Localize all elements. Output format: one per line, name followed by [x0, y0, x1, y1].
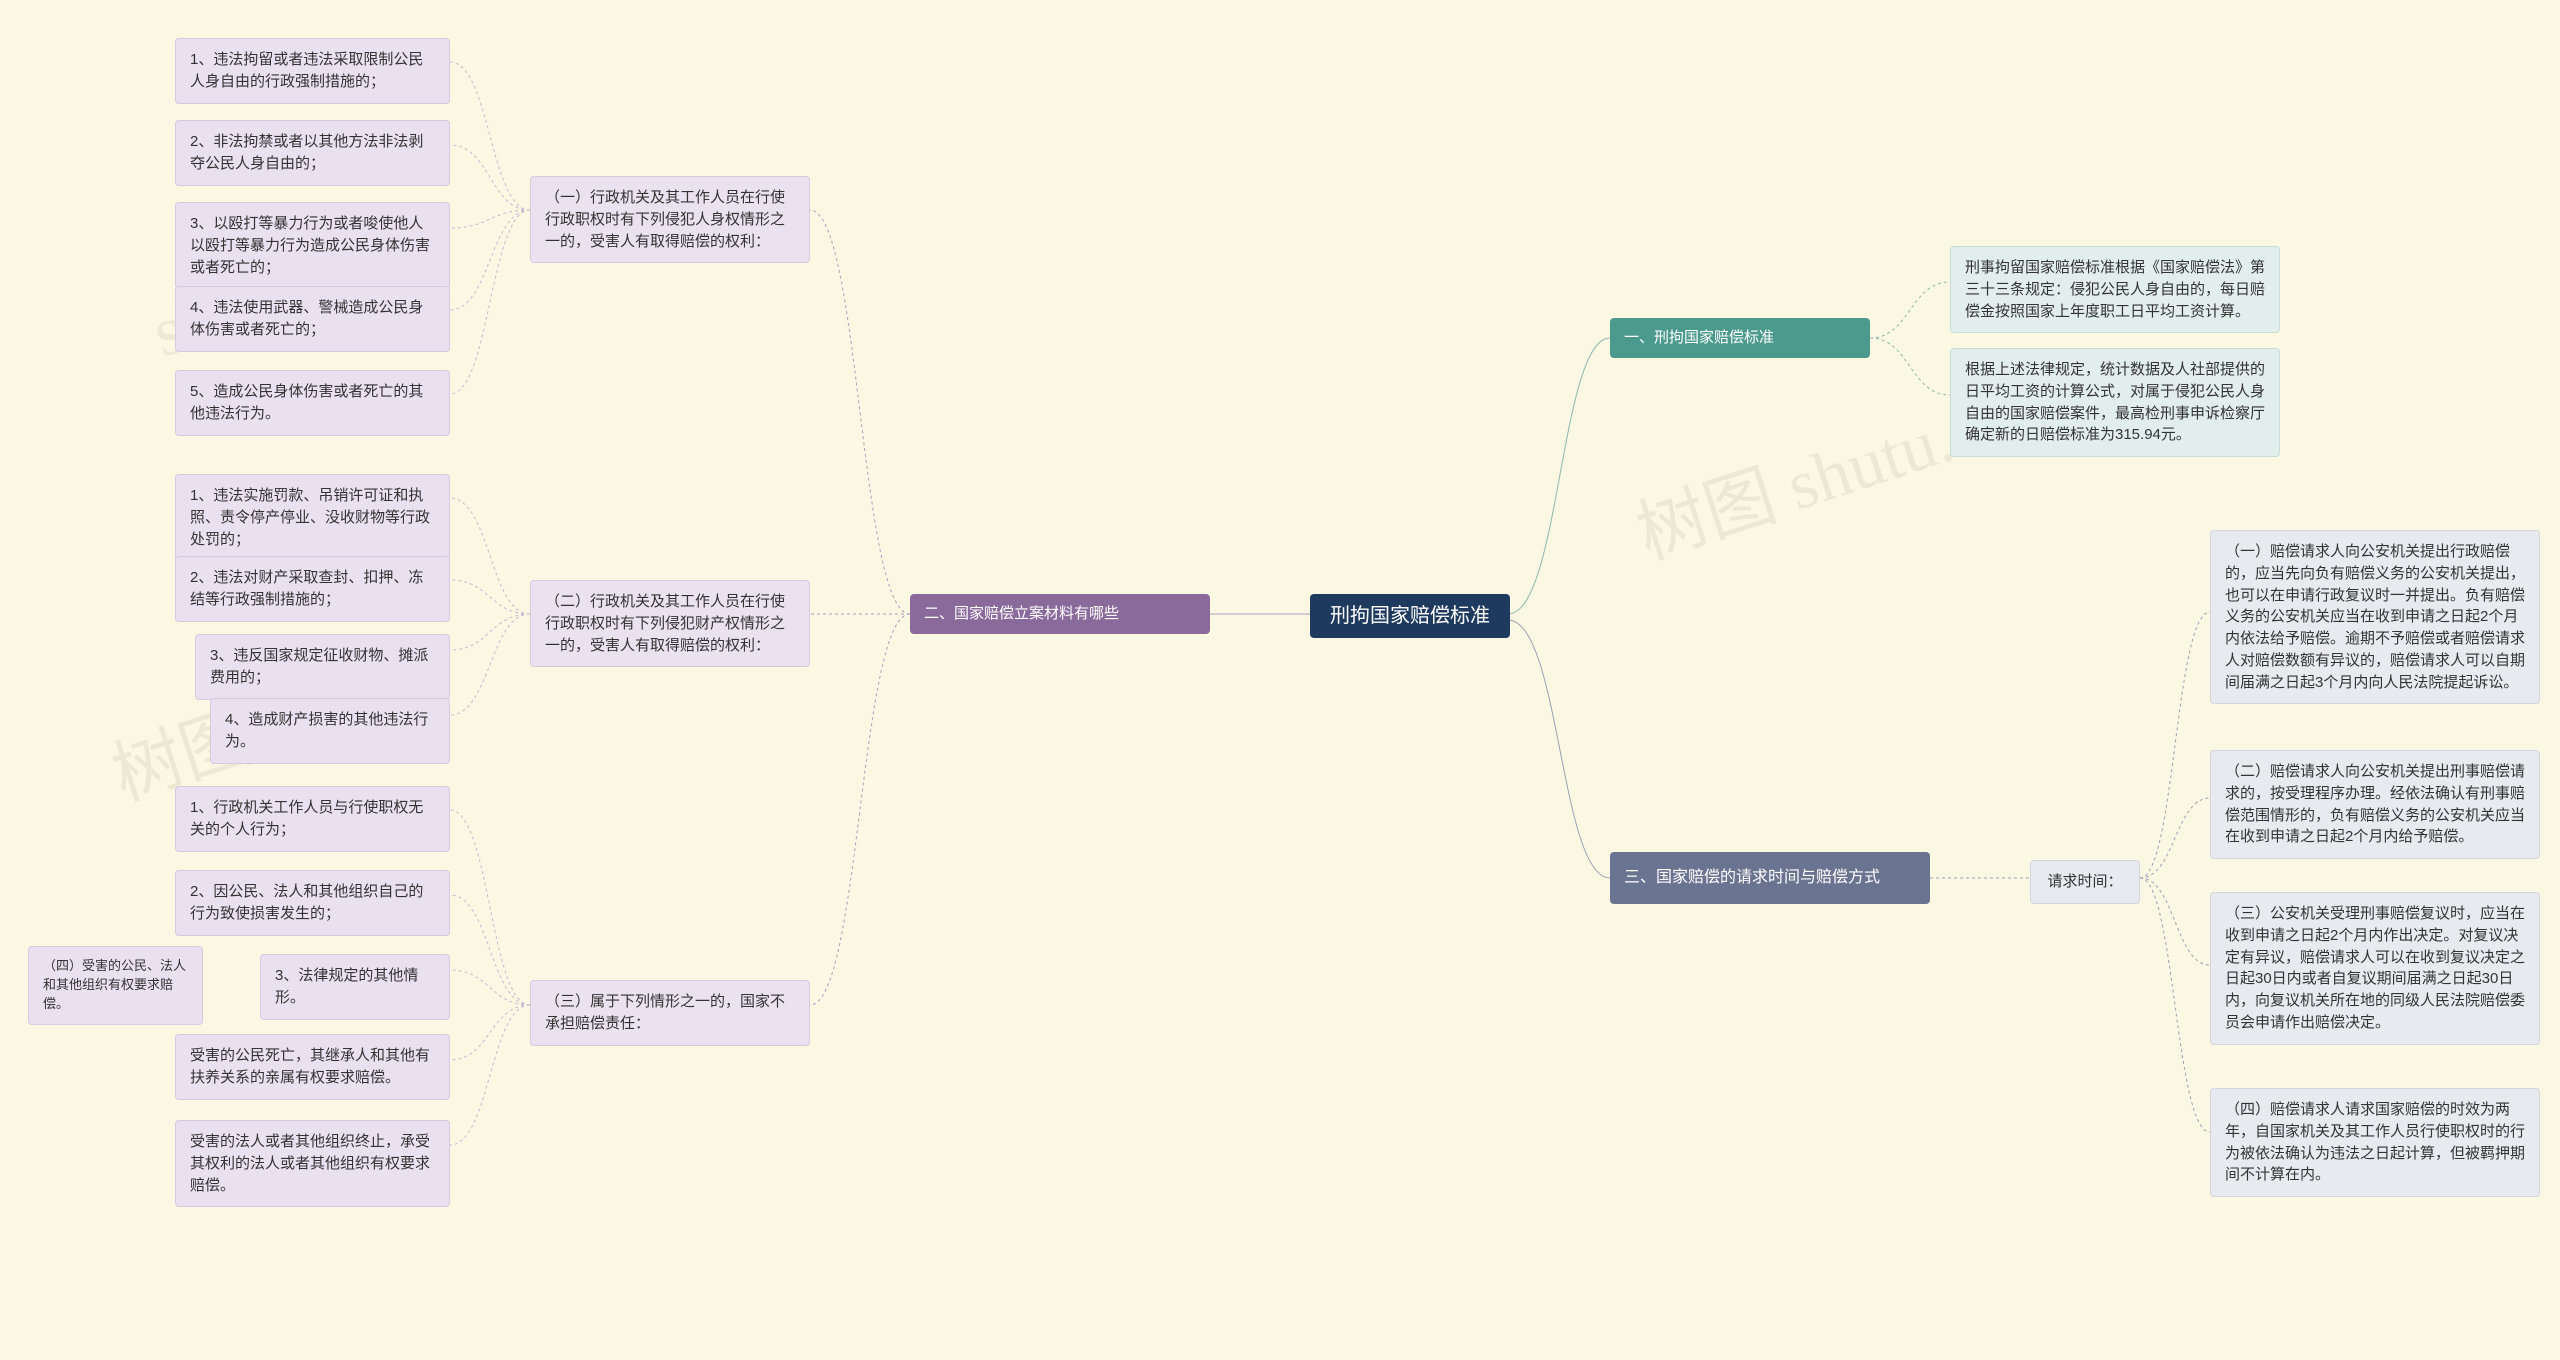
section-2-b-2: 2、违法对财产采取查封、扣押、冻结等行政强制措施的； [175, 556, 450, 622]
watermark: 树图 shutu. [1622, 382, 1964, 579]
section-1: 一、刑拘国家赔偿标准 [1610, 318, 1870, 358]
section-2-c-4: 受害的公民死亡，其继承人和其他有扶养关系的亲属有权要求赔偿。 [175, 1034, 450, 1100]
section-2-a: （一）行政机关及其工作人员在行使行政职权时有下列侵犯人身权情形之一的，受害人有取… [530, 176, 810, 263]
section-2-b-1: 1、违法实施罚款、吊销许可证和执照、责令停产停业、没收财物等行政处罚的； [175, 474, 450, 561]
section-3-item-1: （一）赔偿请求人向公安机关提出行政赔偿的，应当先向负有赔偿义务的公安机关提出，也… [2210, 530, 2540, 704]
section-2-b-3: 3、违反国家规定征收财物、摊派费用的； [195, 634, 450, 700]
section-2-c-5: 受害的法人或者其他组织终止，承受其权利的法人或者其他组织有权要求赔偿。 [175, 1120, 450, 1207]
section-2-a-1: 1、违法拘留或者违法采取限制公民人身自由的行政强制措施的； [175, 38, 450, 104]
section-2-b: （二）行政机关及其工作人员在行使行政职权时有下列侵犯财产权情形之一的，受害人有取… [530, 580, 810, 667]
section-2-a-3: 3、以殴打等暴力行为或者唆使他人以殴打等暴力行为造成公民身体伤害或者死亡的； [175, 202, 450, 289]
section-1-item-a: 刑事拘留国家赔偿标准根据《国家赔偿法》第三十三条规定：侵犯公民人身自由的，每日赔… [1950, 246, 2280, 333]
section-2-a-4: 4、违法使用武器、警械造成公民身体伤害或者死亡的； [175, 286, 450, 352]
section-3: 三、国家赔偿的请求时间与赔偿方式 [1610, 852, 1930, 904]
section-3-item-3: （三）公安机关受理刑事赔偿复议时，应当在收到申请之日起2个月内作出决定。对复议决… [2210, 892, 2540, 1045]
section-2-c: （三）属于下列情形之一的，国家不承担赔偿责任： [530, 980, 810, 1046]
section-2-c-1: 1、行政机关工作人员与行使职权无关的个人行为； [175, 786, 450, 852]
section-1-item-b: 根据上述法律规定，统计数据及人社部提供的日平均工资的计算公式，对属于侵犯公民人身… [1950, 348, 2280, 457]
section-2-b-4: 4、造成财产损害的其他违法行为。 [210, 698, 450, 764]
watermark: n [1248, 1337, 1306, 1360]
section-3-item-2: （二）赔偿请求人向公安机关提出刑事赔偿请求的，按受理程序办理。经依法确认有刑事赔… [2210, 750, 2540, 859]
root-node: 刑拘国家赔偿标准 [1310, 594, 1510, 638]
section-2-c-3: 3、法律规定的其他情形。 [260, 954, 450, 1020]
section-2-c-2: 2、因公民、法人和其他组织自己的行为致使损害发生的； [175, 870, 450, 936]
section-2-c-3-sub: （四）受害的公民、法人和其他组织有权要求赔偿。 [28, 946, 203, 1025]
section-2: 二、国家赔偿立案材料有哪些 [910, 594, 1210, 634]
section-2-a-5: 5、造成公民身体伤害或者死亡的其他违法行为。 [175, 370, 450, 436]
section-3-time-label: 请求时间： [2030, 860, 2140, 904]
section-3-item-4: （四）赔偿请求人请求国家赔偿的时效为两年，自国家机关及其工作人员行使职权时的行为… [2210, 1088, 2540, 1197]
section-2-a-2: 2、非法拘禁或者以其他方法非法剥夺公民人身自由的； [175, 120, 450, 186]
